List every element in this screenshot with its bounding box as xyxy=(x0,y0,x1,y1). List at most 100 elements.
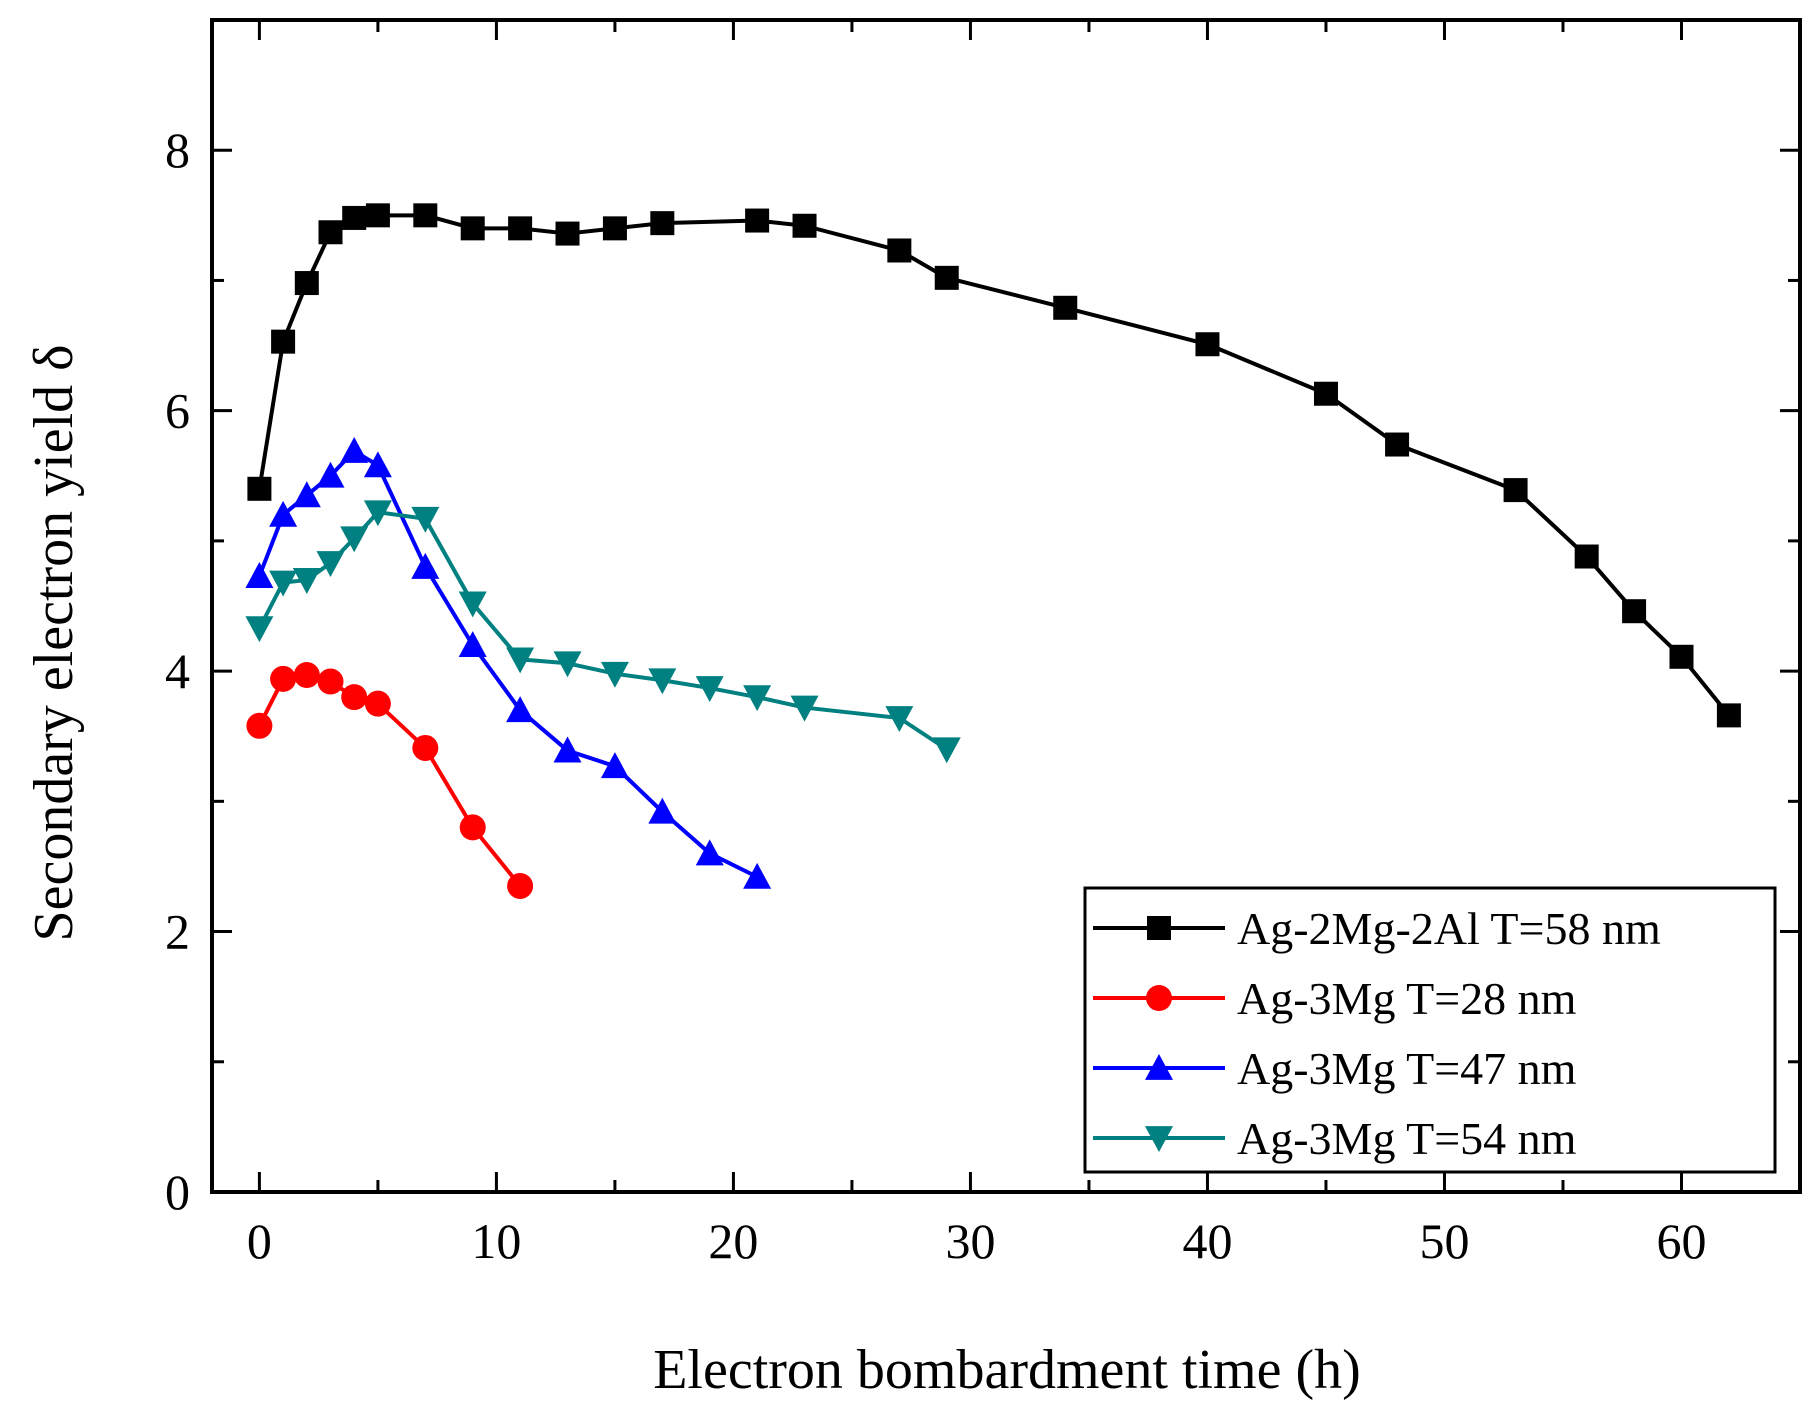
data-point xyxy=(269,570,298,597)
data-point xyxy=(648,797,677,824)
series-layer xyxy=(245,203,1741,899)
data-point xyxy=(1195,332,1220,357)
data-point xyxy=(365,203,390,228)
data-point xyxy=(293,662,320,689)
data-point xyxy=(341,684,368,711)
legend-item: Ag-3Mg T=54 nm xyxy=(1093,1113,1577,1164)
data-point xyxy=(364,690,391,717)
data-point xyxy=(340,526,369,553)
data-point xyxy=(459,814,486,841)
x-tick-label: 40 xyxy=(1182,1213,1232,1269)
series-1 xyxy=(247,203,1741,728)
data-point xyxy=(316,461,345,488)
data-point xyxy=(506,647,535,674)
data-point xyxy=(340,437,369,463)
data-point xyxy=(650,211,675,236)
data-point xyxy=(600,752,629,779)
series-3 xyxy=(245,437,772,889)
data-point xyxy=(460,216,485,241)
x-tick-label: 30 xyxy=(945,1213,995,1269)
data-point xyxy=(745,208,770,233)
legend-label: Ag-2Mg-2Al T=58 nm xyxy=(1237,903,1661,954)
legend-item: Ag-3Mg T=28 nm xyxy=(1093,973,1577,1024)
data-point xyxy=(247,476,272,501)
data-point xyxy=(743,862,772,889)
data-point xyxy=(506,696,535,723)
x-tick-label: 20 xyxy=(708,1213,758,1269)
data-point xyxy=(885,706,914,732)
y-tick-label: 8 xyxy=(165,122,190,178)
legend-label: Ag-3Mg T=28 nm xyxy=(1237,973,1577,1024)
y-tick-label: 4 xyxy=(165,643,190,699)
series-4 xyxy=(245,500,961,764)
data-point xyxy=(292,568,321,594)
data-point xyxy=(412,734,439,761)
legend-item: Ag-3Mg T=47 nm xyxy=(1093,1043,1577,1094)
data-point xyxy=(363,451,392,478)
data-point xyxy=(411,506,440,533)
y-tick-label: 6 xyxy=(165,383,190,439)
legend-label: Ag-3Mg T=47 nm xyxy=(1237,1043,1577,1094)
legend-item: Ag-2Mg-2Al T=58 nm xyxy=(1093,903,1661,954)
x-tick-label: 60 xyxy=(1656,1213,1706,1269)
data-point xyxy=(1622,599,1647,624)
data-point xyxy=(743,685,772,712)
data-point xyxy=(270,665,297,692)
data-point xyxy=(413,203,438,228)
data-point xyxy=(553,736,582,763)
data-point xyxy=(792,213,817,238)
data-point xyxy=(458,631,487,657)
data-point xyxy=(600,661,629,688)
axes: 0 10 20 30 40 50 60 0 2 4 6 8 xyxy=(165,18,1802,1269)
legend-swatch-marker xyxy=(1145,1054,1173,1080)
data-point xyxy=(602,216,627,241)
x-tick-label: 50 xyxy=(1419,1213,1469,1269)
data-point xyxy=(1669,644,1694,669)
legend: Ag-2Mg-2Al T=58 nm Ag-3Mg T=28 nm Ag-3Mg T… xyxy=(1083,886,1777,1174)
data-point xyxy=(1313,381,1338,406)
y-axis-title: Secondary electron yield δ xyxy=(23,344,85,941)
legend-box xyxy=(1083,886,1777,1174)
data-point xyxy=(507,872,534,899)
data-point xyxy=(932,737,961,764)
y-tick-label: 0 xyxy=(165,1164,190,1220)
data-point xyxy=(458,591,487,618)
data-point xyxy=(695,676,724,703)
x-axis-title: Electron bombardment time (h) xyxy=(653,1339,1361,1401)
data-point xyxy=(342,205,367,230)
data-point xyxy=(411,552,440,579)
data-point xyxy=(317,668,344,695)
data-point xyxy=(555,221,580,246)
data-point xyxy=(269,500,298,527)
data-point xyxy=(887,238,912,263)
x-tick-label: 0 xyxy=(247,1213,272,1269)
data-point xyxy=(508,216,533,241)
data-point xyxy=(271,329,296,354)
data-point xyxy=(1385,432,1410,457)
data-point xyxy=(790,695,819,722)
data-point xyxy=(1574,544,1599,569)
legend-swatch-marker xyxy=(1145,1126,1173,1152)
data-point xyxy=(1503,478,1528,503)
data-point xyxy=(294,271,319,296)
legend-swatch-marker xyxy=(1146,985,1172,1011)
data-point xyxy=(1053,295,1078,320)
data-point xyxy=(245,616,274,643)
data-point xyxy=(648,668,677,695)
data-point xyxy=(245,562,274,588)
data-point xyxy=(316,551,345,578)
data-point xyxy=(246,712,273,739)
plot-frame xyxy=(210,18,1802,1194)
data-point xyxy=(318,220,343,245)
data-point xyxy=(553,651,582,678)
data-point xyxy=(292,481,321,508)
series-2 xyxy=(246,662,534,899)
legend-swatch-marker xyxy=(1147,916,1171,940)
data-point xyxy=(363,500,392,527)
legend-label: Ag-3Mg T=54 nm xyxy=(1237,1113,1577,1164)
y-tick-label: 2 xyxy=(165,904,190,960)
x-tick-label: 10 xyxy=(471,1213,521,1269)
data-point xyxy=(695,839,724,866)
data-point xyxy=(934,265,959,290)
